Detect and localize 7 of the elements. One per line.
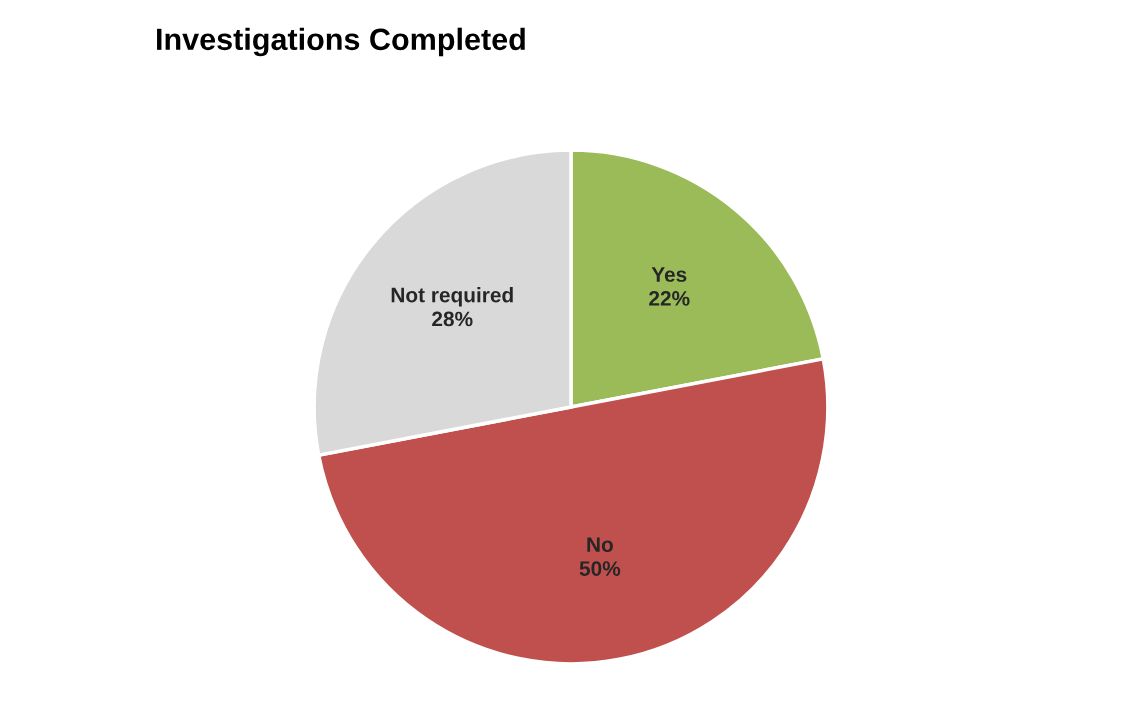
data-label: 22%: [649, 291, 690, 306]
slice-label: Yes: [651, 267, 687, 282]
slice-label: No: [587, 537, 613, 553]
data-label: 28%: [432, 311, 473, 327]
slice-label: Not required: [391, 287, 513, 307]
data-label: 50%: [579, 561, 621, 576]
chart-title: Investigations Completed: [157, 27, 525, 57]
